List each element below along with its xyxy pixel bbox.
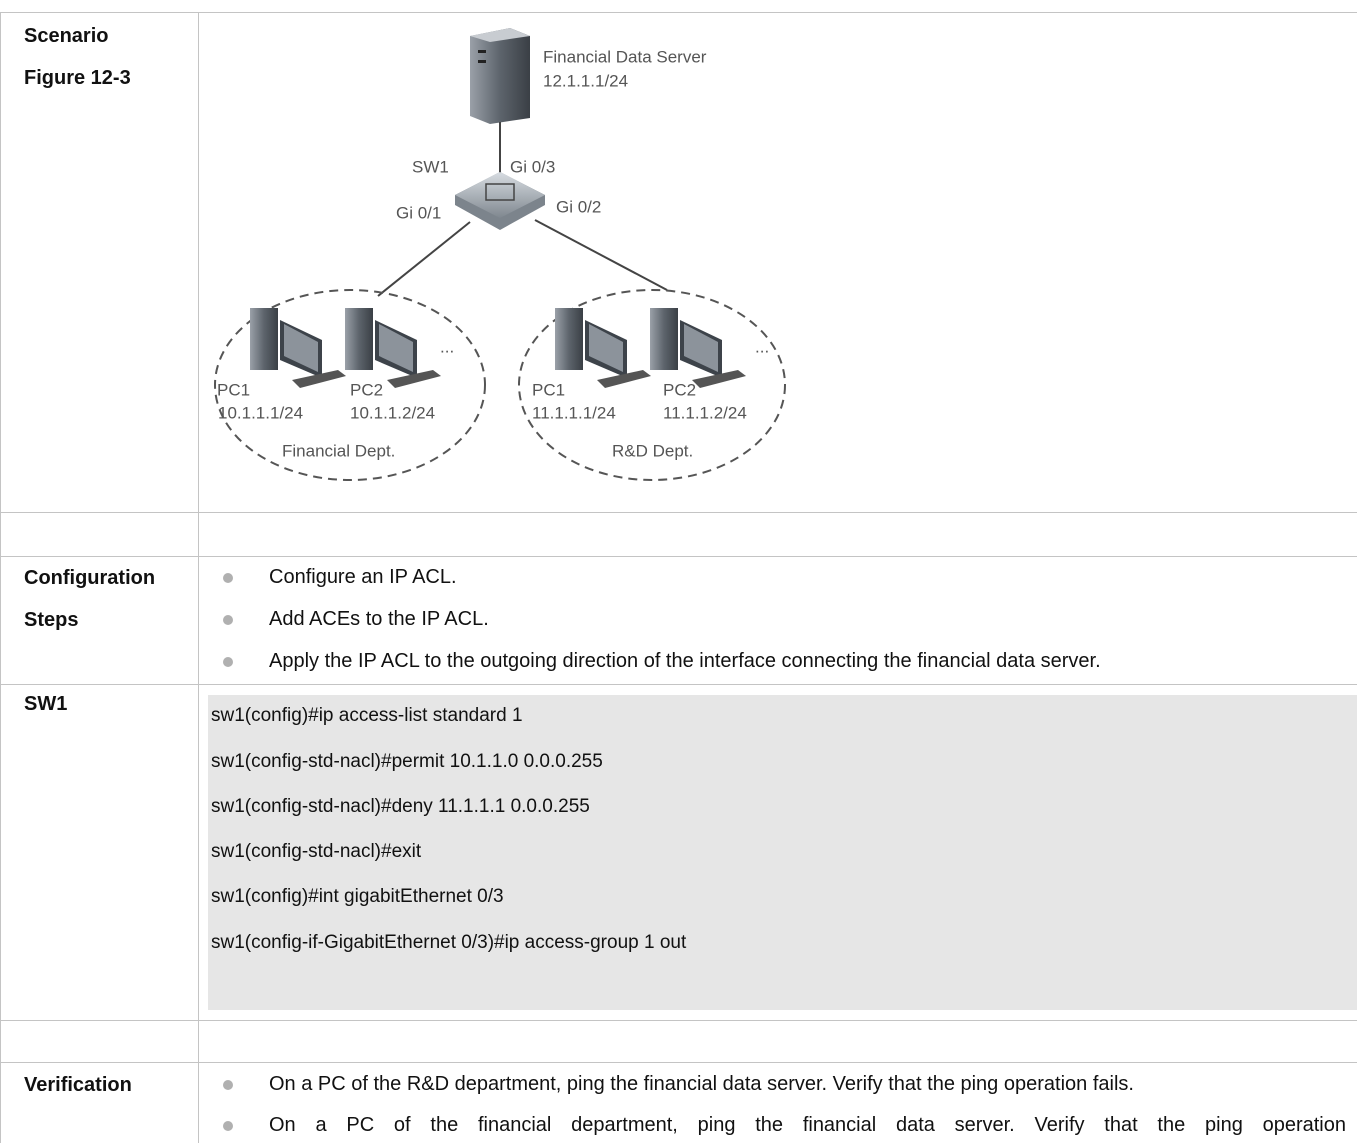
rule: [0, 1062, 1357, 1063]
rule: [0, 512, 1357, 513]
switch-icon: [455, 172, 545, 230]
server-name: Financial Data Server: [543, 47, 707, 66]
code-line: sw1(config)#int gigabitEthernet 0/3: [211, 886, 504, 907]
link: [377, 221, 471, 297]
code-line: sw1(config)#ip access-list standard 1: [211, 705, 523, 726]
bullet: [223, 657, 233, 667]
pc-name: PC2: [663, 380, 696, 399]
row-label: Scenario: [24, 25, 109, 47]
switch-name: SW1: [412, 157, 449, 176]
row-label: Verification: [24, 1074, 132, 1096]
rule: [0, 12, 1357, 13]
code-line: sw1(config-std-nacl)#permit 10.1.1.0 0.0…: [211, 751, 603, 772]
port-label: Gi 0/3: [510, 157, 555, 176]
group-outline: [214, 289, 486, 481]
port-label: Gi 0/2: [556, 197, 601, 216]
pc-ip: 11.1.1.1/24: [532, 403, 616, 422]
server-ip: 12.1.1.1/24: [543, 71, 628, 90]
pc-ip: 10.1.1.1/24: [218, 403, 303, 422]
check: On a PC of the financial department, pin…: [269, 1114, 1346, 1136]
bullet: [223, 615, 233, 625]
pc-ip: 10.1.1.2/24: [350, 403, 435, 422]
pc-ip: 11.1.1.2/24: [663, 403, 747, 422]
step: Add ACEs to the IP ACL.: [269, 608, 489, 630]
bullet: [223, 1080, 233, 1090]
link: [534, 219, 668, 291]
bullet: [223, 1121, 233, 1131]
group-name: R&D Dept.: [612, 441, 693, 460]
rule: [0, 684, 1357, 685]
more-marker: ...: [440, 337, 454, 356]
bullet: [223, 573, 233, 583]
code-line: sw1(config-std-nacl)#deny 11.1.1.1 0.0.0…: [211, 796, 590, 817]
pc-name: PC1: [217, 380, 250, 399]
check: On a PC of the R&D department, ping the …: [269, 1073, 1134, 1095]
rule: [0, 12, 1, 1143]
more-marker: ...: [755, 337, 769, 356]
group-name: Financial Dept.: [282, 441, 395, 460]
step: Apply the IP ACL to the outgoing directi…: [269, 650, 1101, 672]
rule: [198, 12, 199, 1143]
server-icon: [470, 28, 530, 124]
diagram: Financial Data Server 12.1.1.1/24 SW1 Gi…: [214, 28, 786, 481]
rule: [0, 556, 1357, 557]
pc-name: PC2: [350, 380, 383, 399]
pc-name: PC1: [532, 380, 565, 399]
step: Configure an IP ACL.: [269, 566, 457, 588]
code-line: sw1(config-std-nacl)#exit: [211, 841, 422, 862]
group-outline: [518, 289, 786, 481]
port-label: Gi 0/1: [396, 203, 441, 222]
row-label: SW1: [24, 693, 68, 715]
row-label: Figure 12-3: [24, 67, 131, 89]
row-label: Configuration Steps: [24, 567, 156, 631]
code-block: sw1(config)#ip access-list standard 1 sw…: [208, 695, 1357, 1010]
pc-icons: [250, 308, 746, 388]
rule: [0, 1020, 1357, 1021]
code-line: sw1(config-if-GigabitEthernet 0/3)#ip ac…: [211, 932, 687, 953]
